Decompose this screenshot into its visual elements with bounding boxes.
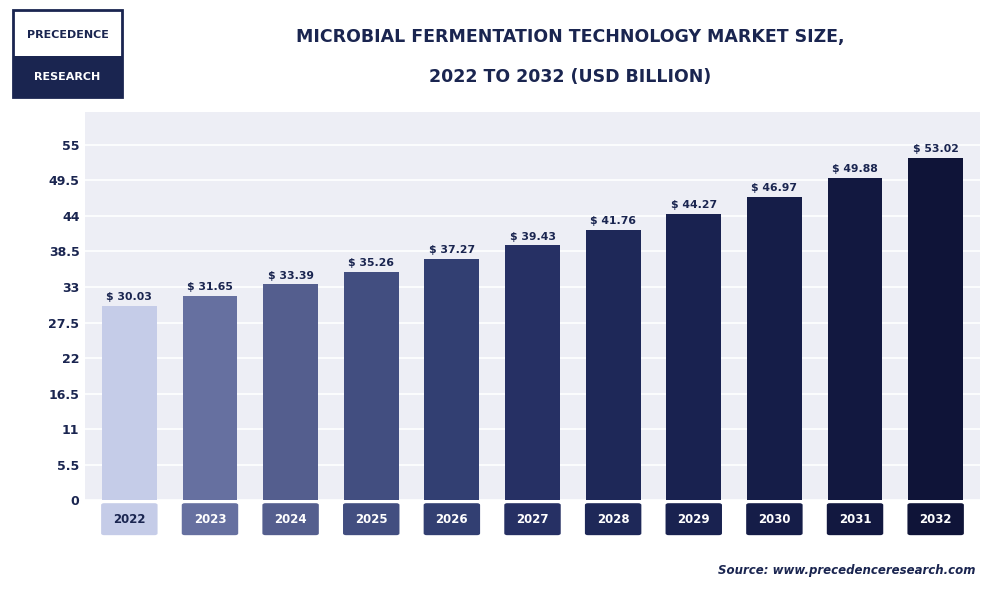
Bar (908, 157, 963, 500)
Text: $ 41.76: $ 41.76 (590, 217, 636, 227)
Text: $ 39.43: $ 39.43 (510, 231, 556, 242)
Text: Source: www.precedenceresearch.com: Source: www.precedenceresearch.com (718, 564, 975, 577)
Bar (424, 259, 479, 500)
Text: $ 30.03: $ 30.03 (106, 292, 152, 303)
Text: MICROBIAL FERMENTATION TECHNOLOGY MARKET SIZE,: MICROBIAL FERMENTATION TECHNOLOGY MARKET… (296, 28, 844, 46)
Bar (747, 197, 802, 500)
Bar (13, 56, 122, 96)
Text: 2027: 2027 (516, 513, 549, 526)
Bar (344, 272, 399, 500)
Text: $ 44.27: $ 44.27 (671, 200, 717, 210)
Bar (505, 246, 560, 500)
Bar (263, 284, 318, 500)
Bar (102, 306, 157, 500)
Text: $ 46.97: $ 46.97 (751, 183, 797, 193)
Text: 2023: 2023 (194, 513, 226, 526)
Bar (828, 178, 882, 500)
Text: 2022: 2022 (113, 513, 146, 526)
Text: 2030: 2030 (758, 513, 791, 526)
Text: $ 37.27: $ 37.27 (429, 246, 475, 256)
Bar (586, 230, 641, 500)
Text: 2026: 2026 (436, 513, 468, 526)
Text: $ 35.26: $ 35.26 (348, 259, 394, 269)
Text: RESEARCH: RESEARCH (34, 72, 101, 82)
Text: 2032: 2032 (919, 513, 952, 526)
Text: $ 49.88: $ 49.88 (832, 164, 878, 174)
Text: 2025: 2025 (355, 513, 388, 526)
Text: $ 33.39: $ 33.39 (268, 271, 314, 281)
Bar (666, 214, 721, 500)
Text: 2028: 2028 (597, 513, 629, 526)
Text: PRECEDENCE: PRECEDENCE (27, 30, 108, 40)
Text: $ 53.02: $ 53.02 (913, 144, 959, 154)
Text: 2031: 2031 (839, 513, 871, 526)
Text: 2029: 2029 (677, 513, 710, 526)
Text: 2024: 2024 (274, 513, 307, 526)
Bar (183, 295, 237, 500)
Text: 2022 TO 2032 (USD BILLION): 2022 TO 2032 (USD BILLION) (429, 67, 711, 86)
Text: $ 31.65: $ 31.65 (187, 282, 233, 292)
